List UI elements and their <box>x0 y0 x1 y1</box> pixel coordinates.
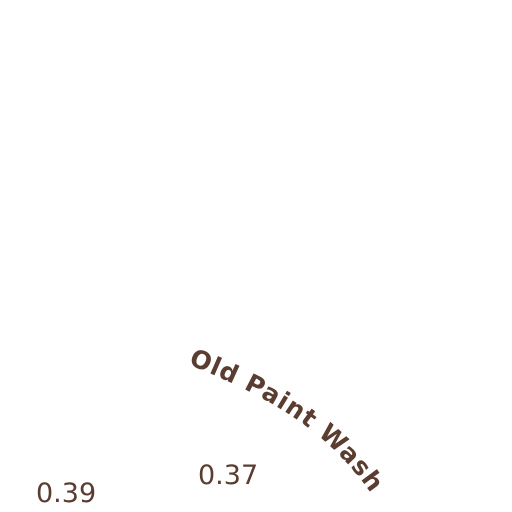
middle-value-label: 0.37 <box>198 460 258 491</box>
left-value-label: 0.39 <box>36 478 96 509</box>
